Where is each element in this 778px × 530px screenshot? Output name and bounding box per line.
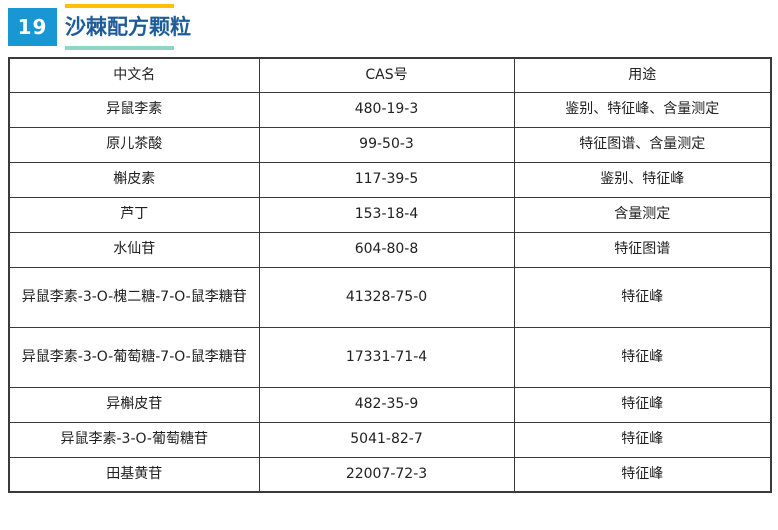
- table-row: 芦丁 153-18-4 含量测定: [8, 196, 772, 233]
- column-header-cas-number: CAS号: [258, 57, 515, 93]
- cell-chinese-name: 异鼠李素-3-O-葡萄糖苷: [8, 421, 260, 458]
- title-block: 沙棘配方颗粒: [65, 4, 191, 50]
- cell-cas-number: 99-50-3: [258, 126, 515, 163]
- cell-usage: 含量测定: [513, 196, 772, 233]
- table-row: 异鼠李素-3-O-葡萄糖苷 5041-82-7 特征峰: [8, 421, 772, 458]
- title-bottom-accent-bar: [65, 46, 174, 50]
- compound-table: 中文名 CAS号 用途 异鼠李素 480-19-3 鉴别、特征峰、含量测定 原儿茶酸 9…: [8, 57, 772, 493]
- cell-cas-number: 41328-75-0: [258, 266, 515, 328]
- table-row: 异鼠李素 480-19-3 鉴别、特征峰、含量测定: [8, 91, 772, 128]
- cell-usage: 特征峰: [513, 326, 772, 388]
- title-top-accent-bar: [65, 4, 174, 8]
- page-number-badge: 19: [8, 8, 57, 46]
- cell-cas-number: 153-18-4: [258, 196, 515, 233]
- page-title: 沙棘配方颗粒: [65, 15, 191, 39]
- cell-usage: 特征峰: [513, 266, 772, 328]
- cell-chinese-name: 异鼠李素-3-O-槐二糖-7-O-鼠李糖苷: [8, 266, 260, 328]
- table-header-row: 中文名 CAS号 用途: [8, 57, 772, 93]
- cell-chinese-name: 原儿茶酸: [8, 126, 260, 163]
- cell-cas-number: 604-80-8: [258, 231, 515, 268]
- table-container: 中文名 CAS号 用途 异鼠李素 480-19-3 鉴别、特征峰、含量测定 原儿茶酸 9…: [8, 57, 772, 493]
- cell-usage: 特征峰: [513, 386, 772, 423]
- cell-cas-number: 117-39-5: [258, 161, 515, 198]
- column-header-usage: 用途: [513, 57, 772, 93]
- cell-usage: 特征峰: [513, 421, 772, 458]
- cell-usage: 特征图谱: [513, 231, 772, 268]
- table-row: 槲皮素 117-39-5 鉴别、特征峰: [8, 161, 772, 198]
- cell-cas-number: 480-19-3: [258, 91, 515, 128]
- column-header-chinese-name: 中文名: [8, 57, 260, 93]
- page-header: 19 沙棘配方颗粒: [8, 4, 191, 50]
- cell-chinese-name: 水仙苷: [8, 231, 260, 268]
- table-row: 田基黄苷 22007-72-3 特征峰: [8, 456, 772, 493]
- table-row: 异槲皮苷 482-35-9 特征峰: [8, 386, 772, 423]
- cell-usage: 鉴别、特征峰: [513, 161, 772, 198]
- cell-usage: 特征图谱、含量测定: [513, 126, 772, 163]
- cell-chinese-name: 异槲皮苷: [8, 386, 260, 423]
- cell-cas-number: 5041-82-7: [258, 421, 515, 458]
- cell-chinese-name: 田基黄苷: [8, 456, 260, 493]
- cell-chinese-name: 芦丁: [8, 196, 260, 233]
- cell-usage: 特征峰: [513, 456, 772, 493]
- cell-cas-number: 22007-72-3: [258, 456, 515, 493]
- table-row: 异鼠李素-3-O-槐二糖-7-O-鼠李糖苷 41328-75-0 特征峰: [8, 266, 772, 328]
- table-row: 异鼠李素-3-O-葡萄糖-7-O-鼠李糖苷 17331-71-4 特征峰: [8, 326, 772, 388]
- cell-chinese-name: 异鼠李素: [8, 91, 260, 128]
- table-row: 水仙苷 604-80-8 特征图谱: [8, 231, 772, 268]
- table-row: 原儿茶酸 99-50-3 特征图谱、含量测定: [8, 126, 772, 163]
- cell-cas-number: 17331-71-4: [258, 326, 515, 388]
- cell-cas-number: 482-35-9: [258, 386, 515, 423]
- cell-usage: 鉴别、特征峰、含量测定: [513, 91, 772, 128]
- cell-chinese-name: 异鼠李素-3-O-葡萄糖-7-O-鼠李糖苷: [8, 326, 260, 388]
- cell-chinese-name: 槲皮素: [8, 161, 260, 198]
